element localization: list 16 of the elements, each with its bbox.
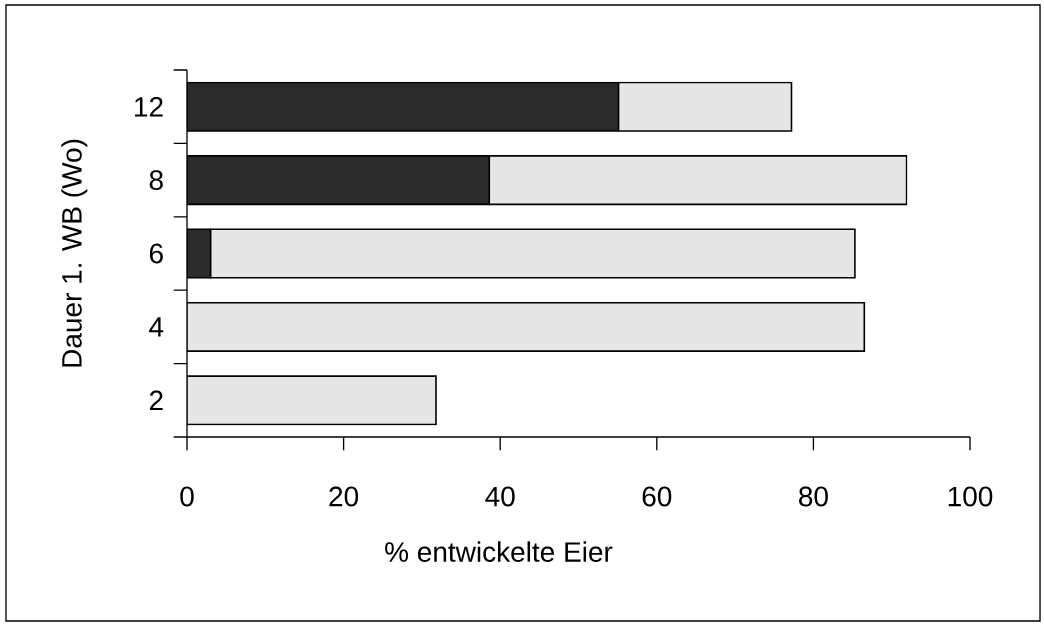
x-tick-label: 40 <box>485 486 515 507</box>
bar <box>187 155 491 206</box>
x-tick-label: 100 <box>948 486 993 507</box>
y-tick-label: 12 <box>135 96 163 117</box>
y-tick-label: 6 <box>149 243 163 264</box>
x-tick-label: 80 <box>799 486 828 507</box>
bar <box>187 228 212 279</box>
x-axis-title: % entwickelte Eier <box>385 541 613 562</box>
y-axis-title: Dauer 1. WB (Wo) <box>61 139 88 367</box>
x-tick-label: 0 <box>180 486 194 507</box>
y-tick-label: 2 <box>149 390 163 411</box>
y-tick-label: 4 <box>149 317 164 337</box>
y-tick-label: 8 <box>149 170 163 191</box>
x-tick-label: 20 <box>329 486 359 507</box>
x-tick-label: 60 <box>642 486 672 507</box>
bar <box>187 81 620 132</box>
